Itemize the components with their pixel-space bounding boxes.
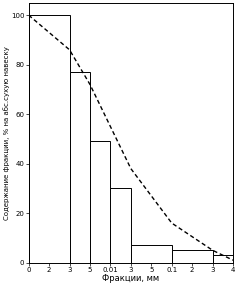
Y-axis label: Содержание фракции, % на абс.сухую навеску: Содержание фракции, % на абс.сухую навес…	[3, 46, 10, 220]
Bar	[29, 15, 69, 263]
Bar	[69, 72, 90, 263]
Bar	[90, 141, 110, 263]
Bar	[172, 250, 213, 263]
X-axis label: Фракции, мм: Фракции, мм	[102, 274, 159, 283]
Bar	[110, 188, 131, 263]
Bar	[213, 255, 233, 263]
Bar	[131, 245, 172, 263]
